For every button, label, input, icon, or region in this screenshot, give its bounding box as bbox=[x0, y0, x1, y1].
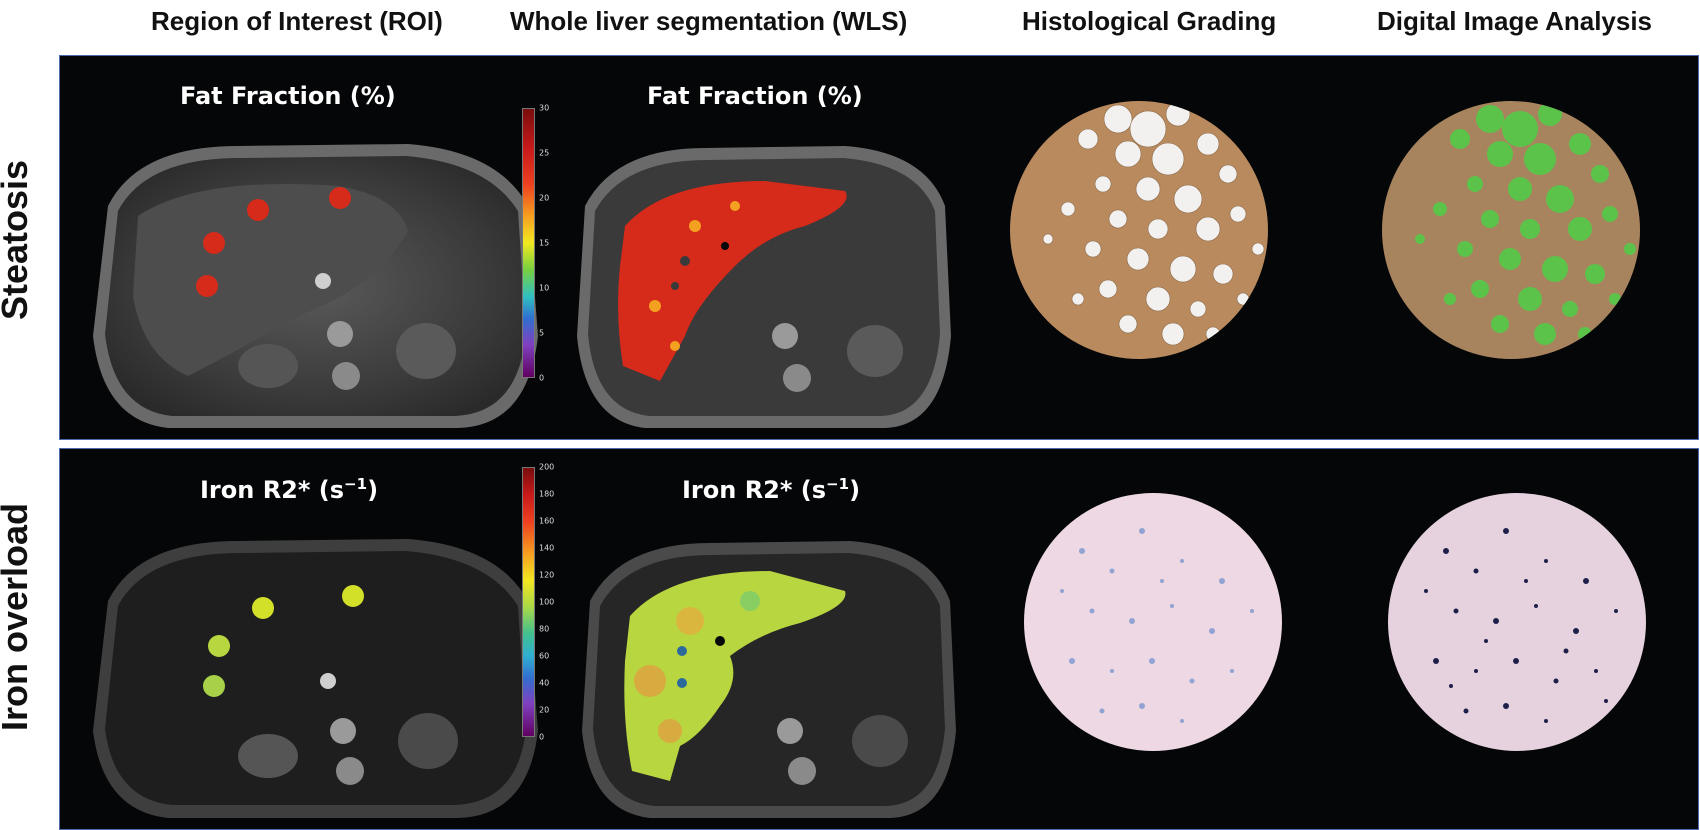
roi-iron-circle-3 bbox=[208, 635, 230, 657]
tick-label: 10 bbox=[539, 283, 550, 293]
fat-liver-overlay bbox=[618, 181, 847, 381]
label-end: ) bbox=[367, 476, 379, 504]
row-label-steatosis: Steatosis bbox=[0, 159, 35, 320]
column-header-digital-image-analysis: Digital Image Analysis bbox=[1377, 6, 1653, 36]
roi-iron-mri-image bbox=[93, 539, 538, 818]
roi-iron-map-label: Iron R2* (s−1) bbox=[200, 475, 378, 504]
tick-label: 20 bbox=[539, 705, 550, 715]
fat-colorbar-ticks: 30 25 20 15 10 5 0 bbox=[522, 104, 562, 383]
row-label-iron-overload: Iron overload bbox=[0, 502, 35, 731]
label-end: ) bbox=[849, 476, 861, 504]
roi-circle-4 bbox=[196, 275, 218, 297]
tick-label: 140 bbox=[539, 543, 555, 553]
tick-label: 200 bbox=[539, 462, 555, 472]
tick-label: 160 bbox=[539, 516, 555, 526]
steatosis-histology-image bbox=[1010, 101, 1268, 359]
iron-overload-panel: Iron R2* (s−1) 200 180 160 140 120 100 8… bbox=[59, 448, 1699, 830]
steatosis-digital-analysis-image bbox=[1382, 101, 1640, 359]
tick-label: 180 bbox=[539, 489, 555, 499]
tick-label: 40 bbox=[539, 678, 550, 688]
wls-mri-image bbox=[577, 146, 951, 428]
steatosis-panel: Fat Fraction (%) 30 25 20 15 10 5 0 Fat … bbox=[59, 55, 1699, 440]
column-header-wls: Whole liver segmentation (WLS) bbox=[510, 6, 908, 36]
roi-iron-circle-1 bbox=[252, 597, 274, 619]
label-superscript: −1 bbox=[826, 475, 850, 493]
roi-circle-1 bbox=[247, 199, 269, 221]
wls-iron-mri-image bbox=[582, 541, 956, 818]
roi-iron-circle-2 bbox=[342, 585, 364, 607]
tick-label: 25 bbox=[539, 148, 550, 158]
label-text: Iron R2* (s bbox=[200, 476, 345, 504]
tick-label: 80 bbox=[539, 624, 550, 634]
tick-label: 100 bbox=[539, 597, 555, 607]
tick-label: 15 bbox=[539, 238, 550, 248]
roi-map-label: Fat Fraction (%) bbox=[180, 82, 396, 110]
iron-r2-colorbar bbox=[522, 467, 535, 737]
label-superscript: −1 bbox=[344, 475, 368, 493]
roi-mri-image bbox=[93, 144, 538, 428]
roi-circle-3 bbox=[203, 232, 225, 254]
label-text: Iron R2* (s bbox=[682, 476, 827, 504]
roi-circle-2 bbox=[329, 187, 351, 209]
tick-label: 0 bbox=[539, 732, 545, 742]
iron-digital-analysis-image bbox=[1388, 493, 1646, 751]
tick-label: 30 bbox=[539, 103, 550, 113]
wls-map-label: Fat Fraction (%) bbox=[647, 82, 863, 110]
column-header-histological-grading: Histological Grading bbox=[1022, 6, 1277, 36]
tick-label: 60 bbox=[539, 651, 550, 661]
tick-label: 120 bbox=[539, 570, 555, 580]
tick-label: 20 bbox=[539, 193, 550, 203]
wls-iron-map-label: Iron R2* (s−1) bbox=[682, 475, 860, 504]
iron-histology-image bbox=[1024, 493, 1282, 751]
iron-colorbar-ticks: 200 180 160 140 120 100 80 60 40 20 0 bbox=[522, 463, 562, 742]
column-header-roi: Region of Interest (ROI) bbox=[151, 6, 443, 36]
tick-label: 5 bbox=[539, 328, 545, 338]
fat-fraction-colorbar bbox=[522, 108, 535, 378]
roi-iron-circle-4 bbox=[203, 675, 225, 697]
tick-label: 0 bbox=[539, 373, 545, 383]
